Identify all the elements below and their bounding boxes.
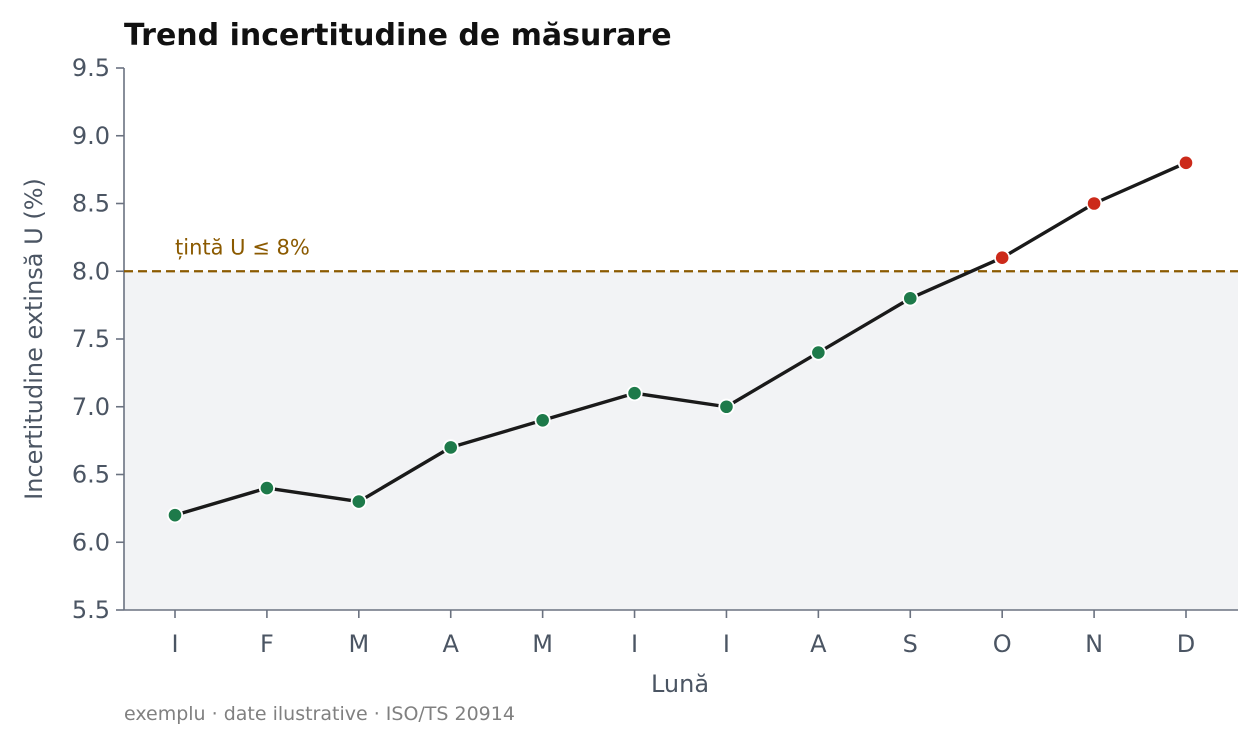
y-tick-label: 9.0	[72, 122, 110, 150]
x-tick-label: I	[723, 630, 730, 658]
y-axis-ticks: 5.5 6.0 6.5 7.0 7.5 8.0 8.5 9.0 9.5	[72, 54, 124, 624]
data-point-8	[810, 344, 827, 361]
data-point-6	[626, 385, 643, 402]
data-point-4	[442, 439, 459, 456]
x-tick-label: N	[1085, 630, 1103, 658]
data-point-11	[1085, 195, 1103, 212]
x-axis-label: Lună	[651, 670, 709, 698]
data-point-9	[902, 290, 919, 307]
data-point-2	[258, 479, 276, 497]
data-point-5	[534, 412, 551, 429]
y-tick-label: 6.0	[72, 528, 110, 556]
y-tick-label: 8.0	[72, 257, 110, 285]
data-point-12	[1177, 154, 1195, 171]
x-tick-label: S	[903, 630, 918, 658]
footnote: exemplu · date ilustrative · ISO/TS 2091…	[124, 703, 515, 725]
y-axis-label: Incertitudine extinsă U (%)	[20, 178, 48, 500]
x-tick-label: D	[1177, 630, 1195, 658]
y-tick-label: 7.0	[72, 393, 110, 421]
x-tick-label: O	[993, 630, 1012, 658]
y-tick-label: 9.5	[72, 54, 110, 82]
chart-title: Trend incertitudine de măsurare	[124, 18, 672, 53]
y-tick-label: 6.5	[72, 461, 110, 489]
target-label: țintă U ≤ 8%	[175, 235, 310, 259]
target-zone-band	[124, 271, 1238, 610]
y-tick-label: 8.5	[72, 190, 110, 218]
x-tick-label: M	[532, 630, 553, 658]
data-points	[166, 154, 1195, 524]
x-tick-label: F	[260, 630, 274, 658]
x-tick-label: A	[810, 630, 827, 658]
data-point-7	[718, 398, 735, 415]
data-point-10	[994, 249, 1011, 266]
x-tick-label: A	[443, 630, 460, 658]
x-tick-label: I	[631, 630, 638, 658]
x-tick-label: M	[348, 630, 369, 658]
y-tick-label: 7.5	[72, 325, 110, 353]
series-line	[174, 161, 1187, 517]
data-point-3	[350, 493, 367, 510]
data-point-1	[166, 507, 184, 524]
x-tick-label: I	[171, 630, 178, 658]
y-tick-label: 5.5	[72, 596, 110, 624]
